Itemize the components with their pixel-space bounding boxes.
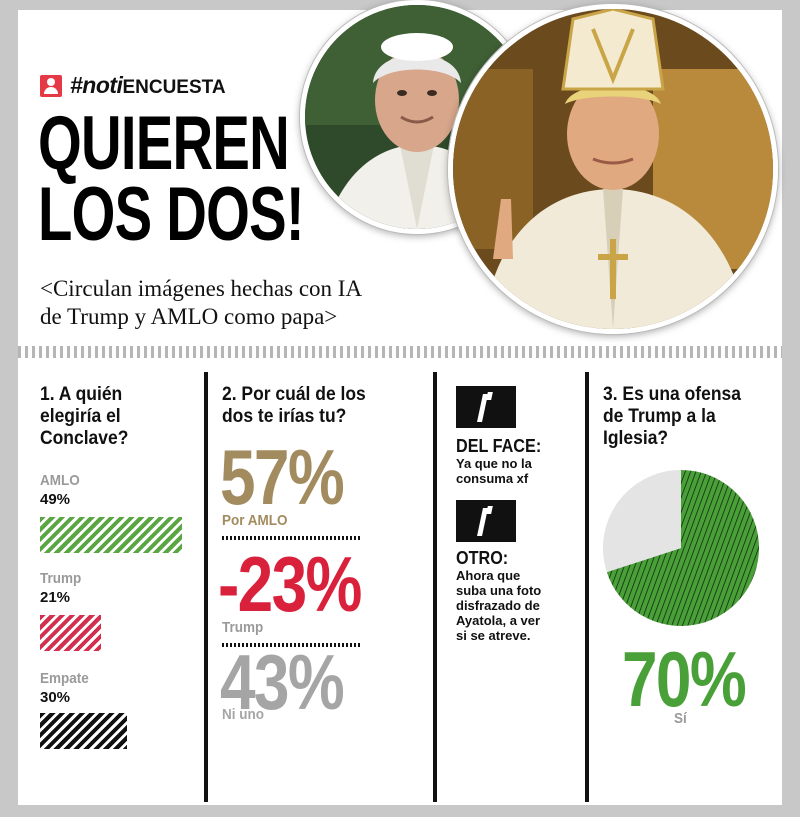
quote-2-source: OTRO: bbox=[456, 548, 509, 568]
pie-main-label: Sí bbox=[674, 710, 687, 727]
bar-value-empate: 30% bbox=[40, 689, 71, 706]
bar-value-amlo: 49% bbox=[40, 491, 71, 508]
question-3-title-line-1: 3. Es una ofensa bbox=[603, 384, 741, 405]
quote-2-line-2: suba una foto bbox=[456, 583, 542, 598]
frame-bottom bbox=[0, 805, 800, 817]
bar-trump bbox=[40, 615, 101, 651]
question-1-title: 1. A quién elegiría el Conclave? bbox=[40, 384, 128, 450]
pie-slice-no bbox=[603, 470, 681, 573]
tag-suffix: ENCUESTA bbox=[122, 77, 226, 98]
quote-2-line-4: Ayatola, a ver bbox=[456, 613, 541, 628]
quote-2-body: Ahora que suba una foto disfrazado de Ay… bbox=[456, 568, 574, 643]
big-value-amlo: 57% bbox=[220, 433, 345, 521]
headline: QUIEREN LOS DOS! bbox=[38, 106, 378, 253]
headline-line-2: LOS DOS! bbox=[38, 172, 305, 257]
frame-right bbox=[782, 0, 800, 817]
subheadline-line-2: de Trump y AMLO como papa> bbox=[40, 304, 338, 329]
quote-2-line-1: Ahora que bbox=[456, 568, 521, 583]
trump-pope-photo bbox=[448, 4, 778, 334]
headline-line-1: QUIEREN bbox=[38, 101, 290, 186]
dashed-divider bbox=[18, 346, 782, 358]
column-divider-2 bbox=[433, 372, 437, 802]
question-3-title-line-3: Iglesia? bbox=[603, 428, 669, 449]
big-value-ni-uno: 43% bbox=[220, 638, 345, 726]
bar-label-empate: Empate bbox=[40, 670, 89, 687]
pie-chart bbox=[603, 470, 760, 626]
quote-icon-1 bbox=[456, 386, 516, 428]
quote-1-line-2: consuma xf bbox=[456, 471, 529, 486]
frame-left bbox=[0, 0, 18, 817]
pie-main-value: 70% bbox=[622, 635, 747, 723]
question-2-title: 2. Por cuál de los dos te irías tu? bbox=[222, 384, 366, 428]
quote-icon-2 bbox=[456, 500, 516, 542]
big-label-amlo: Por AMLO bbox=[222, 512, 288, 529]
quote-1-source: DEL FACE: bbox=[456, 436, 542, 456]
separator-1 bbox=[222, 536, 362, 540]
question-3-title-line-2: de Trump a la bbox=[603, 406, 716, 427]
question-1-title-line-3: Conclave? bbox=[40, 428, 129, 449]
big-label-ni-uno: Ni uno bbox=[222, 706, 264, 723]
separator-2 bbox=[222, 643, 362, 647]
bar-label-trump: Trump bbox=[40, 570, 82, 587]
notiencuesta-tag: #notiENCUESTA bbox=[40, 72, 226, 99]
bar-empate bbox=[40, 713, 127, 749]
subheadline: <Circulan imágenes hechas con IA de Trum… bbox=[40, 275, 400, 331]
tag-text: #notiENCUESTA bbox=[70, 72, 226, 98]
question-2-title-line-1: 2. Por cuál de los bbox=[222, 384, 366, 405]
quote-1-body: Ya que no la consuma xf bbox=[456, 456, 574, 486]
question-1-title-line-2: elegiría el bbox=[40, 406, 121, 427]
quote-2-line-3: disfrazado de bbox=[456, 598, 540, 613]
quote-1-line-1: Ya que no la bbox=[456, 456, 532, 471]
question-1-title-line-1: 1. A quién bbox=[40, 384, 123, 405]
big-value-trump: -23% bbox=[218, 540, 362, 628]
quote-2-line-5: si se atreve. bbox=[456, 628, 531, 643]
column-divider-3 bbox=[585, 372, 589, 802]
subheadline-line-1: <Circulan imágenes hechas con IA bbox=[40, 276, 363, 301]
column-divider-1 bbox=[204, 372, 208, 802]
big-label-trump: Trump bbox=[222, 619, 264, 636]
bar-value-trump: 21% bbox=[40, 589, 71, 606]
pie-slice-si bbox=[606, 470, 760, 626]
bar-label-amlo: AMLO bbox=[40, 472, 80, 489]
question-3-title: 3. Es una ofensa de Trump a la Iglesia? bbox=[603, 384, 741, 450]
bar-amlo bbox=[40, 517, 182, 553]
trump-pope-illustration bbox=[453, 9, 773, 329]
user-icon bbox=[40, 74, 62, 97]
question-2-title-line-2: dos te irías tu? bbox=[222, 406, 347, 427]
